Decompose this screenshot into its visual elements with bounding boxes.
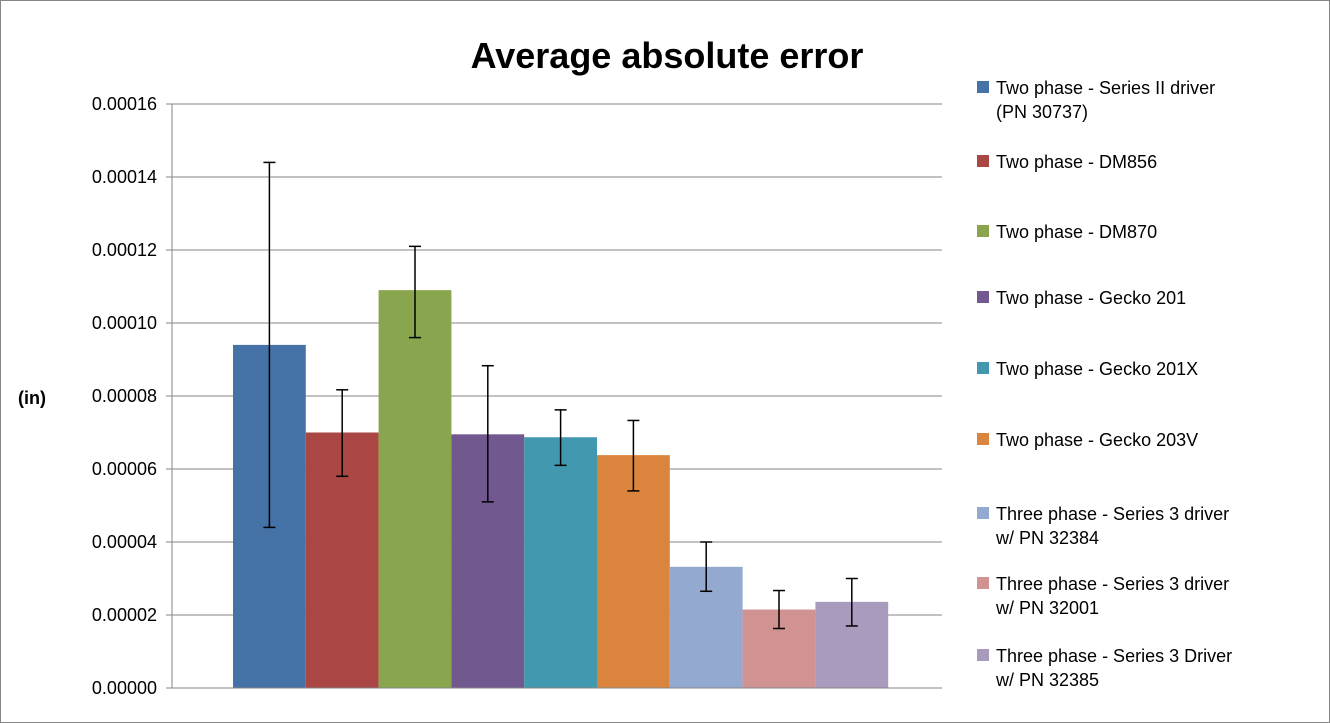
- error-bars: [263, 161, 858, 630]
- legend-swatch: [977, 81, 989, 93]
- y-axis-label: (in): [18, 388, 46, 408]
- legend-swatch: [977, 225, 989, 237]
- legend-swatch: [977, 507, 989, 519]
- chart-title: Average absolute error: [471, 35, 864, 76]
- legend-swatch: [977, 433, 989, 445]
- y-tick-label: 0.00004: [92, 532, 157, 552]
- y-axis-ticks: 0.00000 0.00002 0.00004 0.00006 0.00008 0.000…: [92, 94, 172, 698]
- legend-label: Three phase - Series 3 driver w/ PN 32001: [995, 574, 1229, 618]
- y-tick-label: 0.00008: [92, 386, 157, 406]
- legend-label: Two phase - DM870: [996, 222, 1157, 242]
- y-tick-label: 0.00002: [92, 605, 157, 625]
- legend-swatch: [977, 291, 989, 303]
- legend-swatch: [977, 649, 989, 661]
- y-tick-label: 0.00016: [92, 94, 157, 114]
- y-tick-label: 0.00012: [92, 240, 157, 260]
- y-tick-label: 0.00010: [92, 313, 157, 333]
- legend-label: Two phase - DM856: [996, 152, 1157, 172]
- bar: [524, 437, 597, 688]
- bar: [378, 290, 452, 688]
- legend-swatch: [977, 155, 989, 167]
- legend-label: Three phase - Series 3 driver w/ PN 32384: [995, 504, 1229, 548]
- legend-label: Two phase - Gecko 203V: [996, 430, 1198, 450]
- y-tick-label: 0.00014: [92, 167, 157, 187]
- y-tick-label: 0.00000: [92, 678, 157, 698]
- legend-label: Three phase - Series 3 Driver w/ PN 32385: [995, 646, 1232, 690]
- legend-label: Two phase - Gecko 201X: [996, 359, 1198, 379]
- legend-label: Two phase - Series II driver (PN 30737): [996, 78, 1215, 122]
- y-tick-label: 0.00006: [92, 459, 157, 479]
- legend: Two phase - Series II driver (PN 30737) Tw…: [977, 78, 1232, 690]
- legend-swatch: [977, 362, 989, 374]
- legend-swatch: [977, 577, 989, 589]
- bar: [597, 455, 670, 688]
- legend-label: Two phase - Gecko 201: [996, 288, 1186, 308]
